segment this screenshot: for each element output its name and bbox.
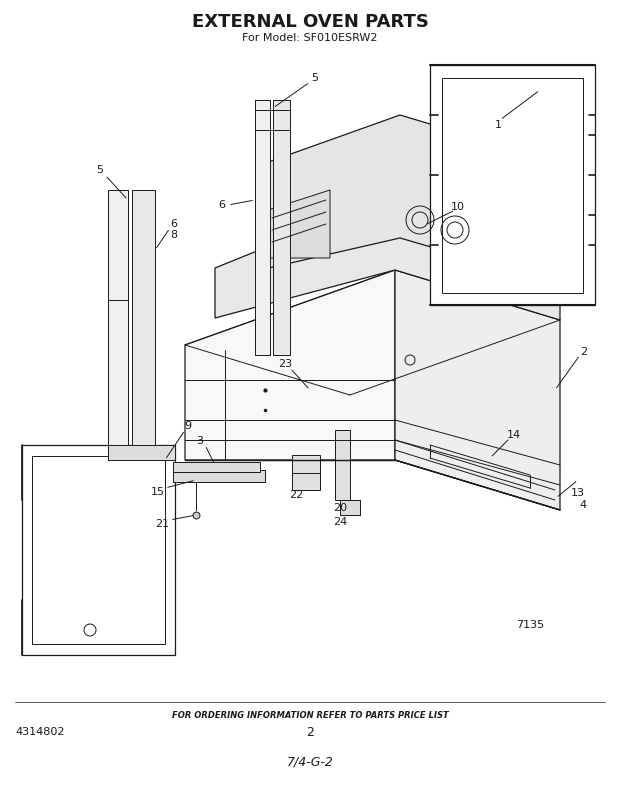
Text: 23: 23: [278, 359, 292, 369]
Text: 4314802: 4314802: [16, 727, 64, 737]
Text: EXTERNAL OVEN PARTS: EXTERNAL OVEN PARTS: [192, 13, 428, 31]
Polygon shape: [430, 65, 595, 305]
Text: 6: 6: [170, 219, 177, 229]
Text: 14: 14: [507, 430, 521, 440]
Text: 8: 8: [170, 230, 177, 240]
Polygon shape: [442, 78, 583, 293]
Polygon shape: [108, 445, 175, 460]
Polygon shape: [395, 270, 560, 510]
Text: 7/4-G-2: 7/4-G-2: [286, 755, 334, 769]
Text: FOR ORDERING INFORMATION REFER TO PARTS PRICE LIST: FOR ORDERING INFORMATION REFER TO PARTS …: [172, 710, 448, 720]
Text: 4: 4: [580, 500, 587, 510]
Polygon shape: [132, 190, 155, 450]
Polygon shape: [268, 190, 330, 258]
Text: 9: 9: [184, 421, 192, 431]
Text: 2: 2: [580, 347, 588, 357]
Text: 15: 15: [151, 487, 165, 497]
Polygon shape: [340, 500, 360, 515]
Text: 5: 5: [97, 165, 104, 175]
Text: 1: 1: [495, 120, 502, 130]
Polygon shape: [335, 430, 350, 500]
Text: 24: 24: [333, 517, 347, 527]
Polygon shape: [185, 270, 395, 460]
Polygon shape: [173, 462, 260, 472]
Polygon shape: [260, 115, 510, 270]
Polygon shape: [32, 456, 165, 644]
Text: 6: 6: [218, 200, 226, 210]
Polygon shape: [185, 270, 560, 395]
Text: 3: 3: [197, 436, 203, 446]
Text: 2: 2: [306, 725, 314, 739]
Polygon shape: [273, 100, 290, 355]
Polygon shape: [292, 455, 320, 490]
Text: 7135: 7135: [516, 620, 544, 630]
Text: 10: 10: [451, 202, 465, 212]
Polygon shape: [255, 100, 270, 355]
Text: 13: 13: [571, 488, 585, 498]
Text: 5: 5: [311, 73, 319, 83]
Text: For Model: SF010ESRW2: For Model: SF010ESRW2: [242, 33, 378, 43]
Polygon shape: [22, 445, 175, 655]
Polygon shape: [108, 190, 128, 450]
Text: 21: 21: [155, 519, 169, 529]
Text: 20: 20: [333, 503, 347, 513]
Polygon shape: [173, 470, 265, 482]
Text: 22: 22: [289, 490, 303, 500]
Text: eReplacementParts.com: eReplacementParts.com: [242, 415, 378, 425]
Polygon shape: [215, 195, 560, 320]
